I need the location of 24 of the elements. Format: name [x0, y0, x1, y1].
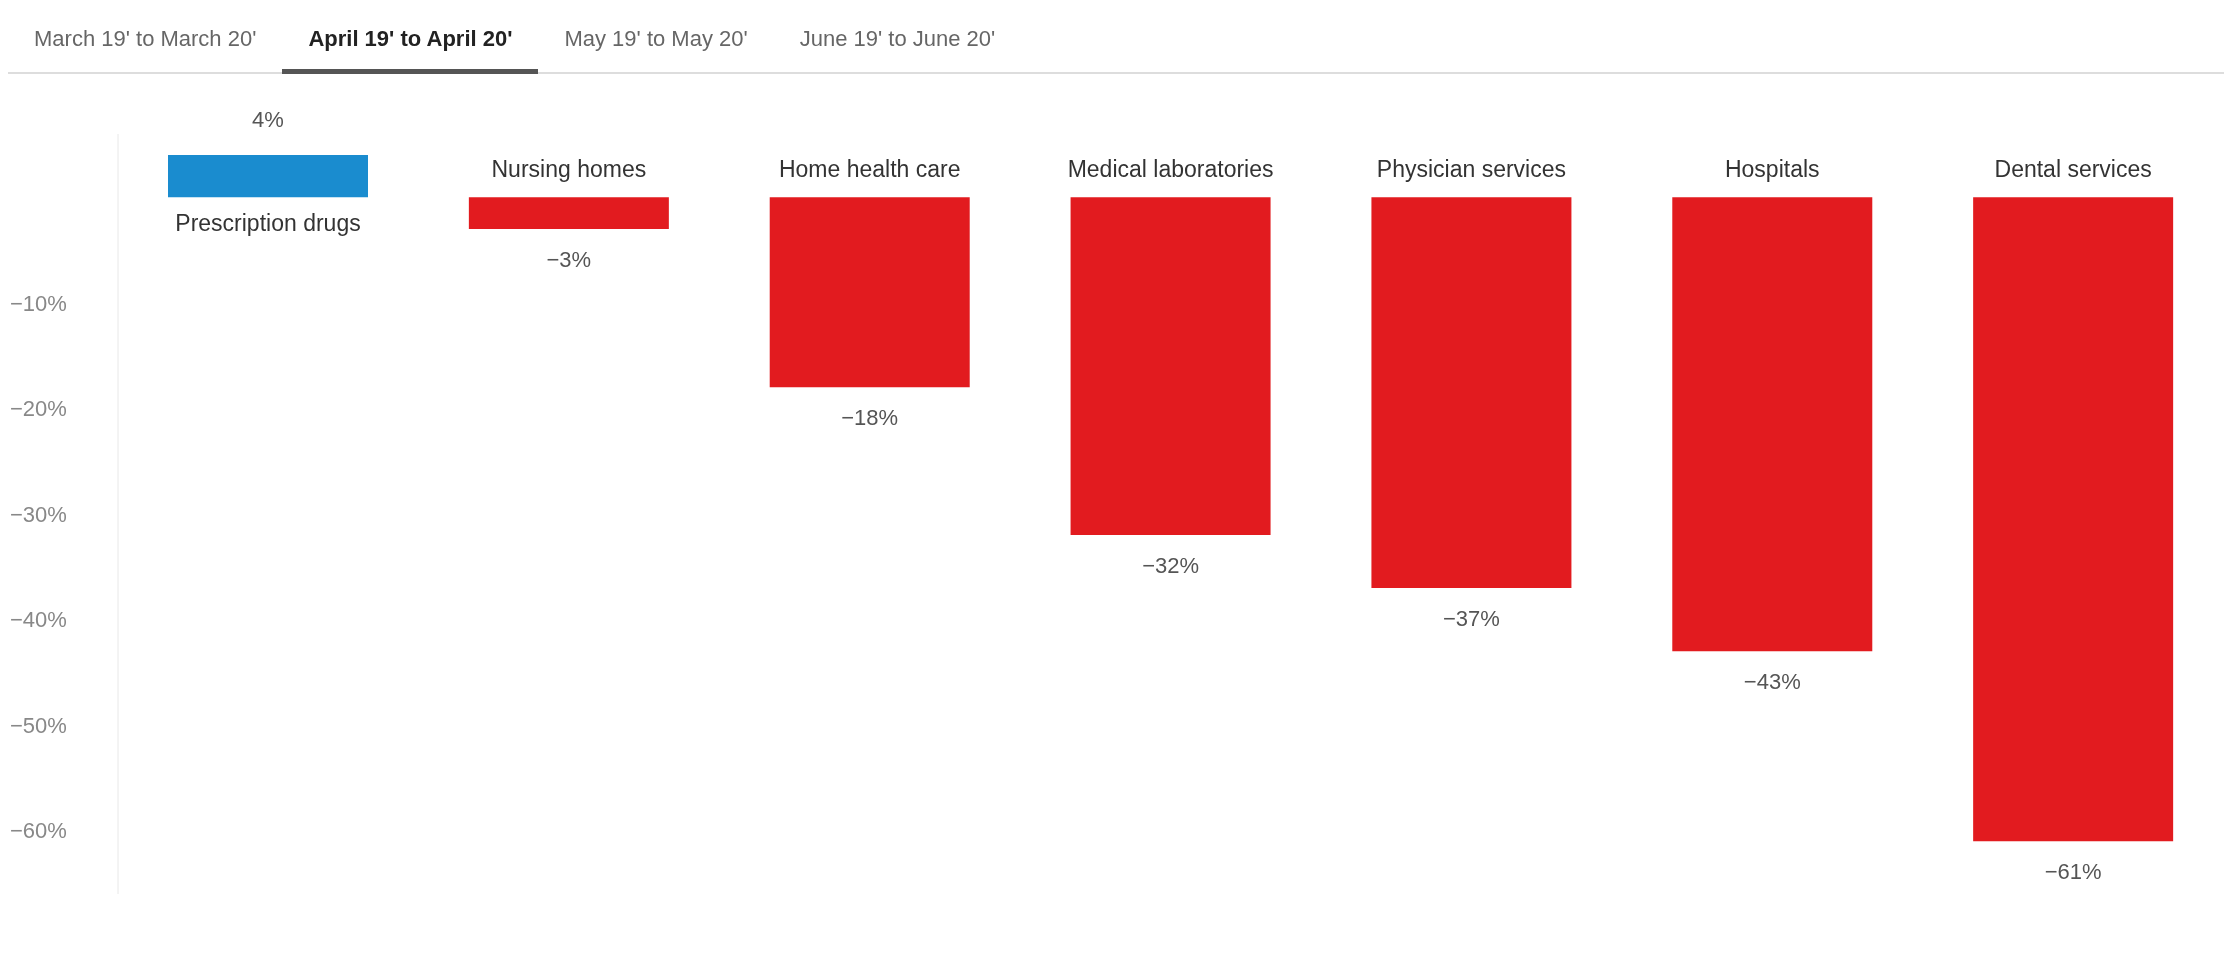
data-label: −37%	[1442, 605, 1500, 631]
y-tick-label: −10%	[10, 290, 67, 316]
data-label: 4%	[252, 107, 284, 133]
text: March 19' to March 20'	[33, 24, 258, 53]
y-tick-label: −40%	[10, 607, 67, 633]
data-label: −3%	[546, 247, 592, 272]
x-tick-label: Home health care	[778, 156, 961, 183]
data-label: −18%	[841, 405, 899, 431]
y-tick-label: −60%	[10, 818, 67, 844]
y-tick-label: −20%	[10, 396, 67, 422]
text: June 19' to June 20'	[798, 24, 997, 53]
text: April 19' to April 20'	[282, 8, 539, 74]
y-tick-label: −30%	[10, 501, 67, 527]
x-tick-label: Medical laboratories	[1067, 156, 1274, 183]
x-tick-label: Physician services	[1376, 156, 1567, 183]
x-tick-label: Prescription drugs	[175, 210, 361, 237]
data-label: −43%	[1743, 669, 1801, 695]
x-tick-label: Hospitals	[1724, 156, 1820, 183]
data-label: −32%	[1142, 553, 1200, 579]
x-tick-label: Dental services	[1994, 156, 2152, 183]
text: May 19' to May 20'	[563, 24, 749, 53]
x-tick-label: Nursing homes	[491, 156, 647, 183]
y-tick-label: −50%	[10, 712, 67, 738]
data-label: −61%	[2044, 859, 2102, 885]
